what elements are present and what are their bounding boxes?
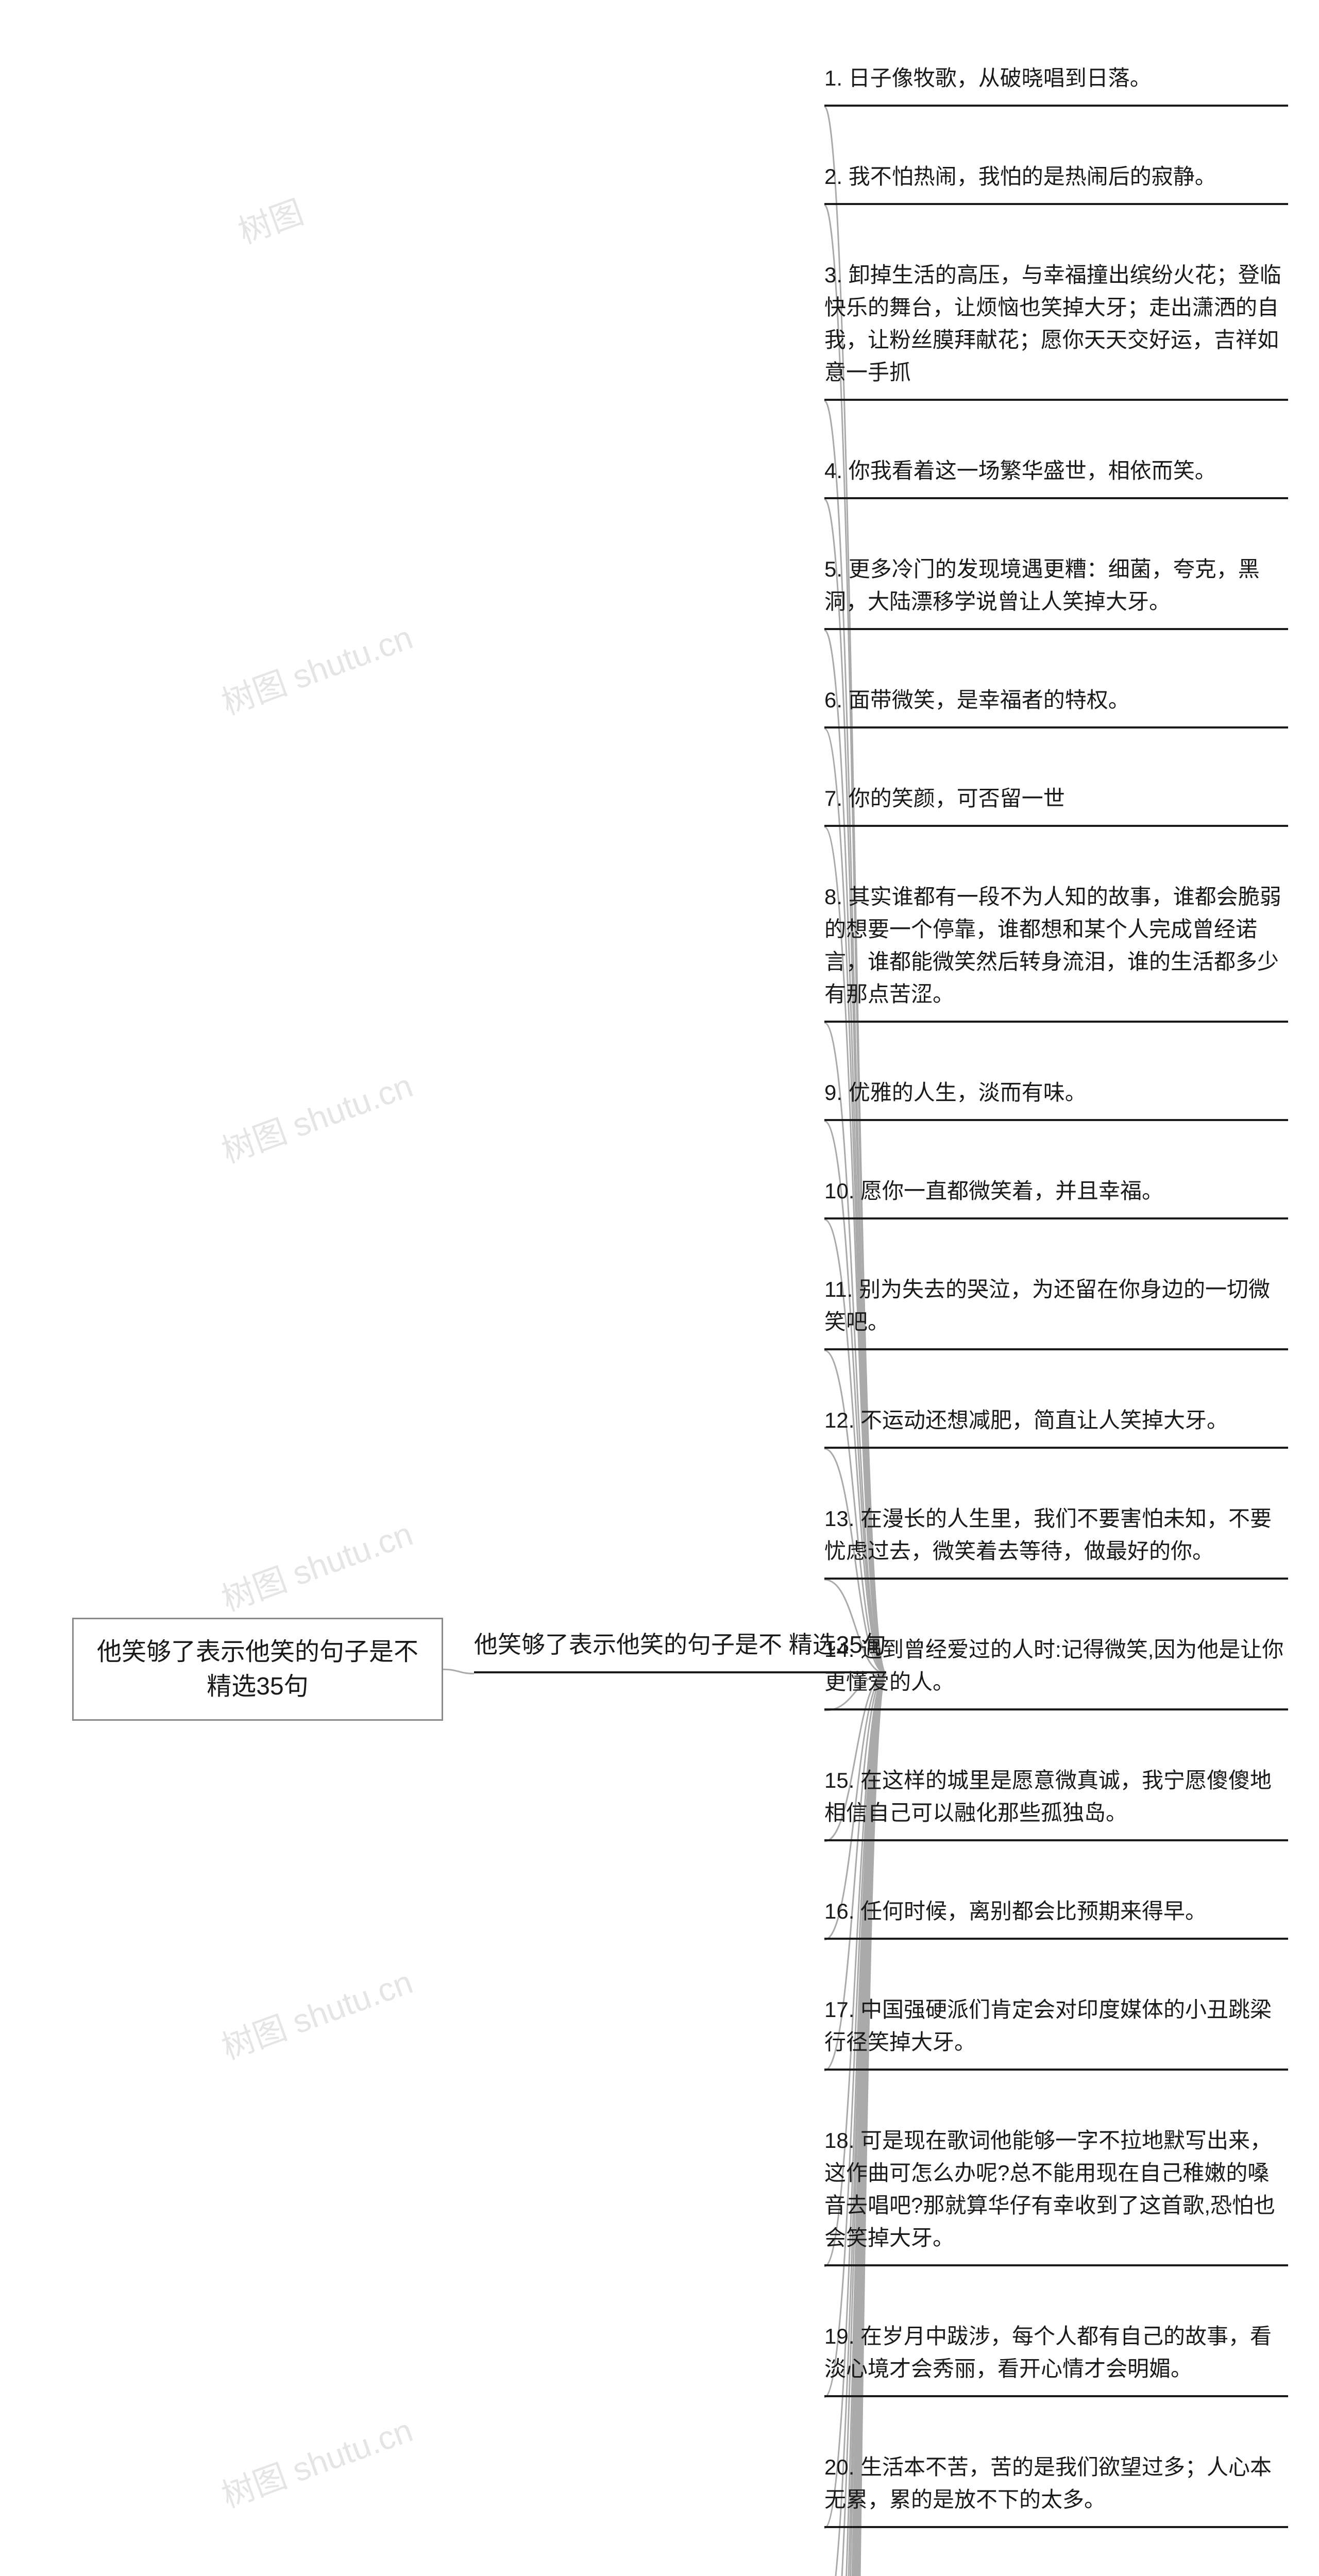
leaf-node-label: 7. 你的笑颜，可否留一世 [824, 786, 1065, 810]
leaf-node-label: 12. 不运动还想减肥，简直让人笑掉大牙。 [824, 1408, 1228, 1432]
leaf-node: 14. 遇到曾经爱过的人时:记得微笑,因为他是让你更懂爱的人。 [824, 1628, 1288, 1710]
leaf-node: 12. 不运动还想减肥，简直让人笑掉大牙。 [824, 1399, 1288, 1449]
leaf-node-label: 6. 面带微笑，是幸福者的特权。 [824, 688, 1130, 712]
leaf-node-label: 11. 别为失去的哭泣，为还留在你身边的一切微笑吧。 [824, 1277, 1270, 1334]
leaf-node: 2. 我不怕热闹，我怕的是热闹后的寂静。 [824, 155, 1288, 205]
leaf-node: 7. 你的笑颜，可否留一世 [824, 777, 1288, 827]
leaf-node: 11. 别为失去的哭泣，为还留在你身边的一切微笑吧。 [824, 1268, 1288, 1350]
leaf-node-label: 9. 优雅的人生，淡而有味。 [824, 1080, 1087, 1105]
leaf-node: 6. 面带微笑，是幸福者的特权。 [824, 679, 1288, 728]
leaf-node: 1. 日子像牧歌，从破晓唱到日落。 [824, 57, 1288, 107]
leaf-node-label: 3. 卸掉生活的高压，与幸福撞出缤纷火花；登临快乐的舞台，让烦恼也笑掉大牙；走出… [824, 263, 1281, 384]
leaf-node-label: 1. 日子像牧歌，从破晓唱到日落。 [824, 66, 1152, 90]
watermark: 树图 shutu.cn [214, 2404, 418, 2517]
leaf-node-label: 17. 中国强硬派们肯定会对印度媒体的小丑跳梁行径笑掉大牙。 [824, 1997, 1272, 2054]
watermark: 树图 shutu.cn [214, 611, 418, 724]
leaf-node: 20. 生活本不苦，苦的是我们欲望过多；人心本无累，累的是放不下的太多。 [824, 2446, 1288, 2528]
leaf-node-label: 10. 愿你一直都微笑着，并且幸福。 [824, 1179, 1163, 1203]
leaf-node: 5. 更多冷门的发现境遇更糟：细菌，夸克，黑洞，大陆漂移学说曾让人笑掉大牙。 [824, 548, 1288, 630]
leaf-node: 8. 其实谁都有一段不为人知的故事，谁都会脆弱的想要一个停靠，谁都想和某个人完成… [824, 875, 1288, 1023]
leaf-node-label: 20. 生活本不苦，苦的是我们欲望过多；人心本无累，累的是放不下的太多。 [824, 2455, 1272, 2512]
leaf-node: 13. 在漫长的人生里，我们不要害怕未知，不要忧虑过去，微笑着去等待，做最好的你… [824, 1497, 1288, 1580]
watermark: 树图 shutu.cn [214, 1956, 418, 2069]
leaf-node: 18. 可是现在歌词他能够一字不拉地默写出来，这作曲可怎么办呢?总不能用现在自己… [824, 2119, 1288, 2266]
leaf-node-label: 2. 我不怕热闹，我怕的是热闹后的寂静。 [824, 164, 1216, 189]
leaf-node: 3. 卸掉生活的高压，与幸福撞出缤纷火花；登临快乐的舞台，让烦恼也笑掉大牙；走出… [824, 253, 1288, 401]
watermark: 树图 shutu.cn [214, 1507, 418, 1620]
leaf-node-label: 19. 在岁月中跋涉，每个人都有自己的故事，看淡心境才会秀丽，看开心情才会明媚。 [824, 2324, 1272, 2381]
leaf-node-label: 16. 任何时候，离别都会比预期来得早。 [824, 1899, 1207, 1923]
mindmap-canvas: 树图树图 shutu.cn 树图 shutu.cn 树图 shutu.cn 树图 sh… [0, 0, 1319, 2576]
root-node: 他笑够了表示他笑的句子是不精选35句 [72, 1618, 443, 1721]
leaf-node-label: 15. 在这样的城里是愿意微真诚，我宁愿傻傻地相信自己可以融化那些孤独岛。 [824, 1768, 1272, 1825]
leaf-node: 19. 在岁月中跋涉，每个人都有自己的故事，看淡心境才会秀丽，看开心情才会明媚。 [824, 2315, 1288, 2397]
leaf-node: 9. 优雅的人生，淡而有味。 [824, 1071, 1288, 1121]
watermark: 树图 shutu.cn [214, 1059, 418, 1172]
watermark: 树图 [231, 186, 309, 253]
leaf-node: 16. 任何时候，离别都会比预期来得早。 [824, 1890, 1288, 1940]
leaf-node-label: 14. 遇到曾经爱过的人时:记得微笑,因为他是让你更懂爱的人。 [824, 1637, 1283, 1694]
leaf-group: 1. 日子像牧歌，从破晓唱到日落。 2. 我不怕热闹，我怕的是热闹后的寂静。 3. … [824, 57, 1288, 2576]
root-node-label: 他笑够了表示他笑的句子是不精选35句 [97, 1638, 418, 1700]
leaf-node-label: 8. 其实谁都有一段不为人知的故事，谁都会脆弱的想要一个停靠，谁都想和某个人完成… [824, 885, 1281, 1006]
leaf-node-label: 13. 在漫长的人生里，我们不要害怕未知，不要忧虑过去，微笑着去等待，做最好的你… [824, 1506, 1272, 1563]
leaf-node-label: 4. 你我看着这一场繁华盛世，相依而笑。 [824, 459, 1216, 483]
leaf-node-label: 18. 可是现在歌词他能够一字不拉地默写出来，这作曲可怎么办呢?总不能用现在自己… [824, 2128, 1275, 2250]
leaf-node: 15. 在这样的城里是愿意微真诚，我宁愿傻傻地相信自己可以融化那些孤独岛。 [824, 1759, 1288, 1841]
leaf-node: 17. 中国强硬派们肯定会对印度媒体的小丑跳梁行径笑掉大牙。 [824, 1988, 1288, 2071]
leaf-node: 4. 你我看着这一场繁华盛世，相依而笑。 [824, 449, 1288, 499]
leaf-node: 10. 愿你一直都微笑着，并且幸福。 [824, 1170, 1288, 1219]
leaf-node-label: 5. 更多冷门的发现境遇更糟：细菌，夸克，黑洞，大陆漂移学说曾让人笑掉大牙。 [824, 557, 1260, 614]
